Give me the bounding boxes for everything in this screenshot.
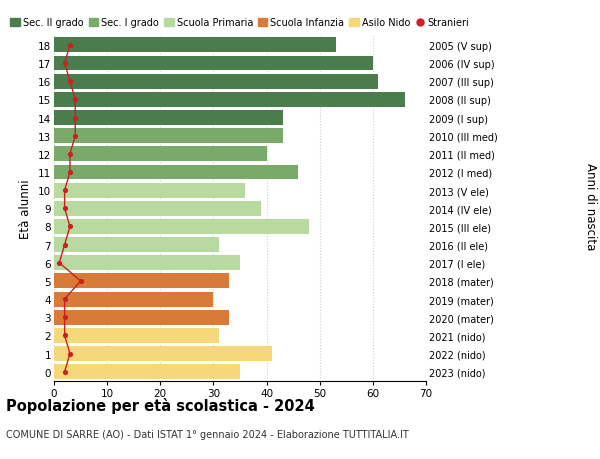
Point <box>65 169 75 176</box>
Text: Anni di nascita: Anni di nascita <box>584 163 597 250</box>
Bar <box>54 292 214 307</box>
Point <box>65 350 75 358</box>
Bar <box>54 328 219 343</box>
Legend: Sec. II grado, Sec. I grado, Scuola Primaria, Scuola Infanzia, Asilo Nido, Stran: Sec. II grado, Sec. I grado, Scuola Prim… <box>10 18 470 28</box>
Text: COMUNE DI SARRE (AO) - Dati ISTAT 1° gennaio 2024 - Elaborazione TUTTITALIA.IT: COMUNE DI SARRE (AO) - Dati ISTAT 1° gen… <box>6 429 409 439</box>
Point <box>70 115 80 122</box>
Bar <box>54 74 378 90</box>
Bar <box>54 202 261 216</box>
Point <box>65 223 75 230</box>
Point <box>60 60 70 67</box>
Point <box>60 296 70 303</box>
Point <box>70 133 80 140</box>
Bar <box>54 39 335 53</box>
Bar <box>54 56 373 71</box>
Text: Popolazione per età scolastica - 2024: Popolazione per età scolastica - 2024 <box>6 397 315 413</box>
Point <box>65 42 75 50</box>
Bar <box>54 183 245 198</box>
Point <box>76 278 85 285</box>
Point <box>60 187 70 195</box>
Bar <box>54 93 405 107</box>
Bar <box>54 364 240 379</box>
Bar <box>54 310 229 325</box>
Bar <box>54 219 309 235</box>
Point <box>65 78 75 86</box>
Bar <box>54 129 283 144</box>
Y-axis label: Età alunni: Età alunni <box>19 179 32 239</box>
Bar <box>54 256 240 271</box>
Point <box>65 151 75 158</box>
Point <box>60 332 70 339</box>
Point <box>55 259 64 267</box>
Bar <box>54 165 298 180</box>
Bar <box>54 347 272 361</box>
Point <box>70 96 80 104</box>
Point <box>60 241 70 249</box>
Point <box>60 314 70 321</box>
Point <box>60 205 70 213</box>
Point <box>60 368 70 375</box>
Bar <box>54 147 266 162</box>
Bar <box>54 274 229 289</box>
Bar <box>54 111 283 126</box>
Bar <box>54 238 219 252</box>
